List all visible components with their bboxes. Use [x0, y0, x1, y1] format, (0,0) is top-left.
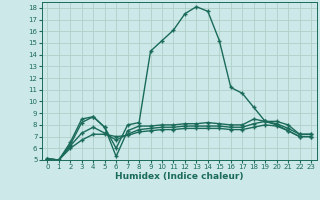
X-axis label: Humidex (Indice chaleur): Humidex (Indice chaleur): [115, 172, 244, 181]
